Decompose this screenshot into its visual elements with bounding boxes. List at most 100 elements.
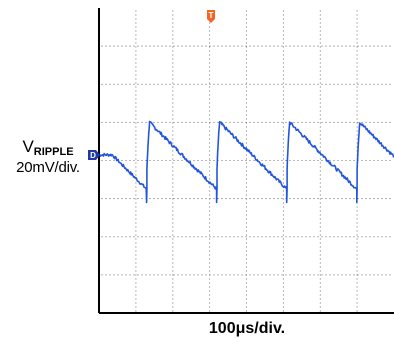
grid-dot: [285, 159, 287, 162]
grid-dot: [137, 159, 139, 162]
grid-dot: [282, 18, 284, 20]
grid-dot: [282, 170, 284, 172]
grid-dot: [172, 154, 174, 156]
grid-dot: [172, 310, 174, 312]
grid-dot: [213, 198, 215, 200]
grid-dot: [172, 218, 174, 220]
grid-dot: [245, 30, 248, 32]
grid-dot: [245, 114, 248, 116]
grid-dot: [113, 121, 115, 123]
grid-dot: [245, 74, 248, 76]
grid-dot: [257, 198, 259, 200]
grid-dot: [209, 258, 211, 260]
grid-dot: [197, 198, 199, 200]
grid-dot: [319, 162, 321, 164]
grid-dot: [345, 121, 347, 123]
grid-dot: [121, 121, 123, 123]
grid-dot: [245, 262, 248, 264]
grid-dot: [113, 159, 115, 162]
grid-dot: [282, 102, 284, 104]
grid-dot: [319, 10, 321, 12]
grid-dot: [137, 236, 139, 238]
grid-dot: [135, 42, 137, 44]
grid-dot: [381, 236, 383, 238]
grid-dot: [356, 114, 358, 116]
grid-dot: [265, 159, 267, 162]
grid-dot: [341, 274, 343, 276]
grid-dot: [117, 236, 119, 238]
grid-dot: [245, 302, 248, 304]
grid-dot: [282, 70, 284, 72]
grid-dot: [377, 274, 379, 276]
grid-dot: [153, 45, 155, 47]
grid-dot: [125, 236, 127, 238]
grid-dot: [209, 58, 211, 60]
grid-dot: [313, 236, 315, 238]
grid-dot: [281, 159, 283, 162]
grid-dot: [172, 230, 174, 232]
grid-dot: [205, 83, 207, 85]
grid-dot: [245, 142, 248, 144]
grid-dot: [135, 70, 137, 72]
grid-dot: [282, 298, 284, 300]
grid-dot: [305, 45, 307, 47]
grid-dot: [209, 254, 211, 256]
grid-dot: [209, 236, 211, 238]
grid-dot: [249, 198, 251, 200]
grid-dot: [329, 236, 331, 238]
grid-dot: [137, 121, 139, 123]
grid-dot: [172, 226, 174, 228]
grid-dot: [356, 10, 358, 12]
grid-dot: [282, 274, 284, 276]
grid-dot: [317, 121, 319, 123]
grid-dot: [165, 274, 167, 276]
grid-dot: [141, 236, 143, 238]
grid-dot: [365, 45, 367, 47]
grid-dot: [245, 218, 248, 220]
grid-dot: [333, 45, 335, 47]
grid-dot: [356, 306, 358, 308]
grid-dot: [221, 45, 223, 47]
grid-dot: [317, 159, 319, 162]
grid-dot: [325, 236, 327, 238]
grid-dot: [145, 236, 147, 238]
grid-dot: [135, 146, 137, 148]
grid-dot: [389, 159, 391, 162]
grid-dot: [209, 226, 211, 228]
grid-dot: [245, 121, 247, 123]
grid-dot: [356, 242, 358, 244]
grid-dot: [385, 236, 387, 238]
grid-dot: [297, 159, 299, 162]
grid-dot: [385, 159, 387, 162]
grid-dot: [333, 198, 335, 200]
grid-dot: [157, 121, 159, 123]
grid-dot: [245, 178, 248, 180]
grid-dot: [253, 274, 255, 276]
grid-dot: [135, 82, 137, 84]
grid-dot: [172, 242, 174, 244]
grid-dot: [135, 306, 137, 308]
grid-dot: [245, 78, 248, 80]
grid-dot: [369, 236, 371, 238]
grid-dot: [356, 106, 358, 108]
grid-dot: [209, 202, 211, 204]
grid-dot: [213, 159, 215, 162]
grid-dot: [241, 159, 243, 162]
grid-dot: [282, 290, 284, 292]
grid-dot: [172, 234, 174, 236]
grid-dot: [293, 236, 295, 238]
grid-dot: [245, 242, 248, 244]
grid-dot: [319, 82, 321, 84]
grid-dot: [209, 222, 211, 224]
grid-dot: [319, 70, 321, 72]
grid-dot: [109, 45, 111, 47]
grid-dot: [197, 159, 199, 162]
grid-dot: [217, 121, 219, 123]
grid-dot: [109, 83, 111, 85]
grid-dot: [321, 236, 323, 238]
grid-dot: [321, 198, 323, 200]
grid-dot: [209, 34, 211, 36]
grid-dot: [356, 254, 358, 256]
grid-dot: [135, 282, 137, 284]
